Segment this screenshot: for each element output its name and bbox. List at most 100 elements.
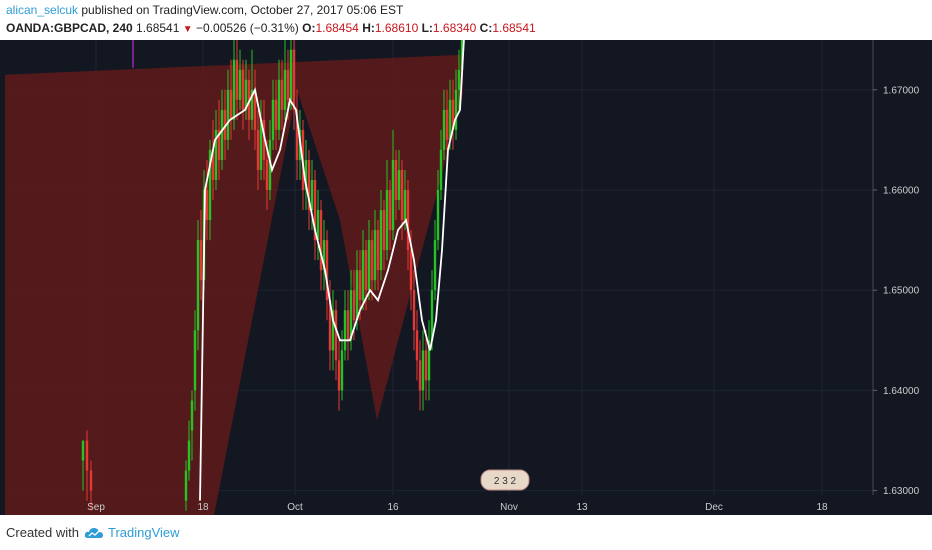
candle-body bbox=[187, 440, 191, 471]
candle-body bbox=[214, 129, 218, 180]
candle-body bbox=[295, 109, 299, 160]
candle-body bbox=[346, 310, 350, 341]
candle-body bbox=[418, 360, 422, 391]
time-tick-label: 18 bbox=[197, 502, 209, 513]
candle-body bbox=[385, 190, 389, 251]
candle-body bbox=[379, 210, 383, 271]
candle-body bbox=[415, 330, 419, 361]
candle-body bbox=[310, 179, 314, 211]
candle-body bbox=[370, 240, 374, 281]
candle-body bbox=[388, 190, 392, 231]
chart-header: alican_selcuk published on TradingView.c… bbox=[0, 0, 932, 40]
time-tick-label: Oct bbox=[287, 502, 303, 513]
candle-body bbox=[325, 240, 329, 301]
symbol-label: OANDA:GBPCAD, 240 bbox=[6, 21, 133, 35]
candle-body bbox=[89, 470, 93, 491]
last-price: 1.68541 bbox=[136, 21, 180, 35]
price-change: −0.00526 (−0.31%) bbox=[196, 21, 299, 35]
candle-body bbox=[373, 230, 377, 281]
candle-body bbox=[400, 169, 404, 221]
publish-text: published on TradingView.com, October 27… bbox=[78, 3, 404, 17]
price-tick-label: 1.66000 bbox=[883, 186, 920, 197]
candle-body bbox=[454, 89, 458, 130]
candle-body bbox=[253, 89, 257, 130]
candle-body bbox=[196, 240, 200, 331]
price-tick-label: 1.63000 bbox=[883, 486, 920, 497]
time-tick-label: Sep bbox=[87, 502, 105, 513]
candle-body bbox=[403, 190, 407, 221]
candle-body bbox=[328, 300, 332, 351]
price-tick-label: 1.67000 bbox=[883, 85, 920, 96]
time-axis-ticks: Sep 18 Oct 16 Nov 13 Dec 18 bbox=[87, 502, 828, 513]
time-tick-label: Dec bbox=[705, 502, 723, 513]
candle-body bbox=[409, 250, 413, 291]
candle-body bbox=[451, 99, 455, 130]
candle-body bbox=[271, 99, 275, 140]
candle-body bbox=[433, 240, 437, 291]
event-badge[interactable]: 2 3 2 bbox=[480, 469, 530, 491]
candle-body bbox=[283, 69, 287, 110]
candle-body bbox=[274, 99, 278, 130]
candle-body bbox=[316, 210, 320, 241]
candle-body bbox=[217, 129, 221, 160]
candle-body bbox=[226, 89, 230, 140]
candle-body bbox=[343, 310, 347, 351]
candle-body bbox=[280, 79, 284, 110]
candle-body bbox=[460, 40, 464, 70]
candle-body bbox=[238, 69, 242, 100]
candle-body bbox=[337, 360, 341, 391]
candle-body bbox=[286, 69, 290, 100]
time-tick-label: 13 bbox=[576, 502, 588, 513]
candlesticks bbox=[81, 40, 464, 511]
candle-body bbox=[430, 290, 434, 341]
candle-body bbox=[442, 109, 446, 150]
candle-body bbox=[184, 470, 188, 501]
candle-body bbox=[445, 109, 449, 140]
tradingview-logo[interactable]: TradingView bbox=[84, 525, 180, 540]
close-label: C: bbox=[479, 21, 493, 35]
open-label: O: bbox=[302, 21, 316, 35]
candle-body bbox=[358, 270, 362, 301]
candle-body bbox=[235, 59, 239, 100]
publish-info: alican_selcuk published on TradingView.c… bbox=[6, 3, 403, 17]
candle-body bbox=[190, 400, 194, 431]
price-axis[interactable] bbox=[873, 40, 932, 515]
candle-body bbox=[304, 159, 308, 190]
candle-body bbox=[355, 270, 359, 321]
created-with-text: Created with bbox=[6, 525, 79, 540]
down-triangle-icon: ▼ bbox=[182, 24, 193, 35]
candle-body bbox=[334, 310, 338, 361]
candle-body bbox=[340, 350, 344, 391]
price-tick-label: 1.64000 bbox=[883, 386, 920, 397]
time-tick-label: Nov bbox=[500, 502, 518, 513]
candle-body bbox=[208, 149, 212, 221]
candle-body bbox=[364, 250, 368, 291]
candle-body bbox=[448, 99, 452, 140]
candle-body bbox=[397, 169, 401, 201]
price-chart[interactable]: 1.770001.760001.750001.740001.730001.720… bbox=[0, 40, 932, 515]
harmonic-pattern-shape bbox=[5, 54, 463, 515]
candle-body bbox=[361, 250, 365, 301]
candle-body bbox=[349, 290, 353, 341]
candle-body bbox=[457, 69, 461, 90]
candle-body bbox=[424, 350, 428, 381]
candle-body bbox=[376, 230, 380, 271]
candle-body bbox=[394, 159, 398, 201]
candle-body bbox=[193, 330, 197, 391]
candle-body bbox=[241, 69, 245, 110]
price-tick-label: 1.65000 bbox=[883, 286, 920, 297]
candle-body bbox=[391, 159, 395, 231]
candle-body bbox=[436, 190, 440, 241]
cloud-icon bbox=[84, 527, 103, 538]
candle-body bbox=[277, 79, 281, 130]
tradingview-brand: TradingView bbox=[108, 525, 180, 540]
candle-body bbox=[81, 440, 85, 461]
event-badge-text: 2 3 2 bbox=[494, 476, 517, 487]
candle-body bbox=[265, 159, 269, 190]
candle-body bbox=[244, 79, 248, 110]
high-value: 1.68610 bbox=[374, 21, 419, 35]
low-label: L: bbox=[421, 21, 433, 35]
candle-body bbox=[205, 190, 209, 221]
author-link[interactable]: alican_selcuk bbox=[6, 3, 79, 17]
price-axis-ticks: 1.770001.760001.750001.740001.730001.720… bbox=[873, 85, 920, 497]
